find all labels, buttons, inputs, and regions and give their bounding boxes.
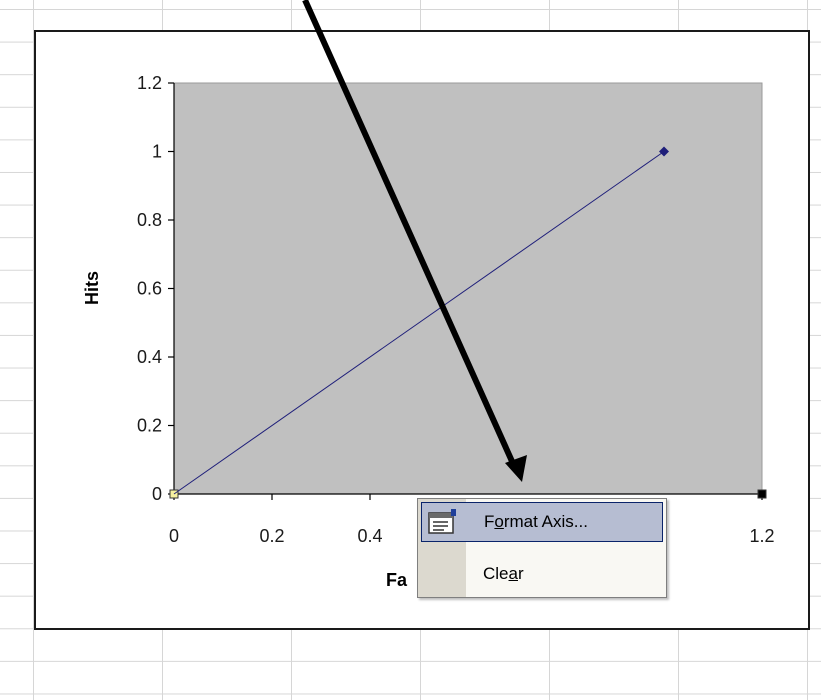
menu-item-format-axis[interactable]: Format Axis...: [421, 502, 663, 542]
x-tick-label: 1.2: [749, 526, 774, 546]
x-tick-label: 0.2: [259, 526, 284, 546]
y-tick-label: 0.2: [137, 416, 162, 436]
y-tick-label: 1.2: [137, 73, 162, 93]
context-menu: Format Axis... Clear: [417, 498, 667, 598]
x-tick-label: 0: [169, 526, 179, 546]
y-tick-label: 0.4: [137, 347, 162, 367]
series-layer: [173, 146, 669, 495]
menu-item-label: Clear: [483, 564, 524, 583]
y-tick-label: 0.8: [137, 210, 162, 230]
menu-item-clear[interactable]: Clear: [421, 554, 663, 594]
x-tick-label: 0.4: [357, 526, 382, 546]
x-axis-title[interactable]: Fa: [386, 570, 408, 590]
y-axis-title[interactable]: Hits: [82, 271, 102, 305]
pointer-arrow-icon: [302, 0, 527, 482]
data-point[interactable]: [659, 146, 669, 157]
format-axis-icon: [426, 507, 460, 537]
y-tick-label: 1: [152, 142, 162, 162]
axis-selection-handle[interactable]: [757, 489, 767, 499]
y-tick-label: 0.6: [137, 279, 162, 299]
menu-item-label: Format Axis...: [484, 512, 588, 531]
y-tick-label: 0: [152, 484, 162, 504]
series-line[interactable]: [173, 151, 665, 495]
y-axis[interactable]: 0 0.2 0.4 0.6 0.8 1 1.2: [137, 73, 175, 504]
